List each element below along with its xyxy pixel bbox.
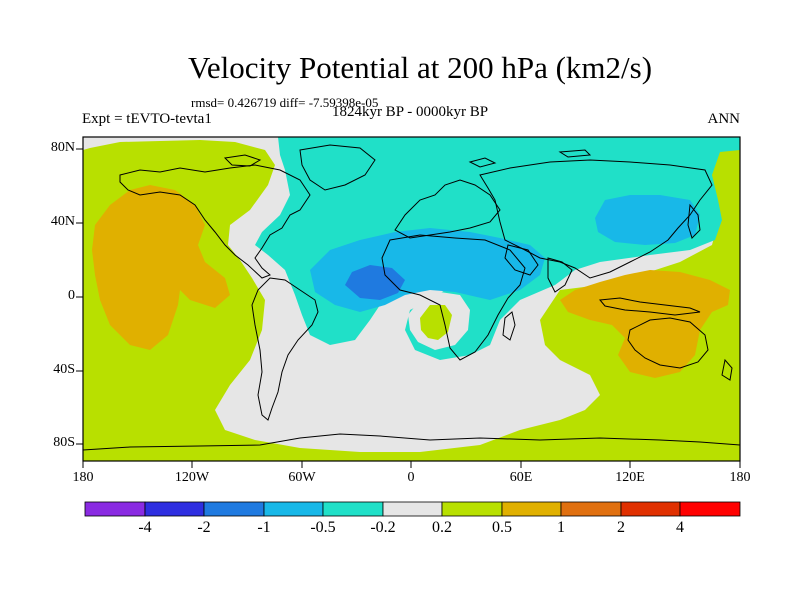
xtick-label-60w: 60W (288, 470, 316, 485)
colorbar-label-10: 4 (676, 519, 684, 536)
field-orange-northpacific (92, 185, 230, 350)
colorbar-box-7 (441, 501, 503, 517)
coast-japan (687, 203, 701, 239)
coast-madagascar (502, 311, 516, 341)
xtick-label-180e: 180 (729, 470, 751, 485)
colorbar-box-9 (560, 501, 622, 517)
colorbar-box-4 (263, 501, 324, 517)
field-green-southafrica (420, 305, 452, 340)
ytick-label-80n: 80N (50, 140, 75, 155)
colorbar (84, 501, 741, 517)
colorbar-label-9: 2 (617, 519, 625, 536)
coast-asia (479, 159, 713, 279)
colorbar-box-5 (322, 501, 384, 517)
coast-arctic-islands (223, 149, 592, 168)
rmsd-diff-stats: rmsd= 0.426719 diff= -7.59398e-05 (191, 95, 379, 110)
colorbar-box-11 (679, 501, 741, 517)
map-title: Velocity Potential at 200 hPa (km2/s) (187, 50, 653, 85)
field-orange-maritime (560, 270, 730, 378)
xtick-label-0: 0 (407, 470, 415, 485)
colorbar-label-4: -0.5 (310, 519, 336, 536)
coast-arabia (504, 244, 539, 276)
colorbar-label-6: 0.2 (432, 519, 452, 536)
period-label: 1824kyr BP - 0000kyr BP (331, 104, 489, 120)
xtick-label-60e: 60E (509, 470, 533, 485)
colorbar-label-1: -4 (138, 519, 152, 536)
contour-field (83, 137, 740, 461)
coast-europe (394, 179, 501, 239)
colorbar-label-2: -2 (197, 519, 211, 536)
coast-antarctica (83, 433, 740, 451)
experiment-label: Expt = tEVTO-tevta1 (82, 111, 212, 127)
ytick-label-40n: 40N (50, 214, 75, 229)
colorbar-label-8: 1 (557, 519, 565, 536)
ytick-label-40s: 40S (53, 362, 75, 377)
colorbar-box-6 (382, 501, 443, 517)
coast-south-america (251, 277, 319, 421)
season-label: ANN (707, 111, 741, 127)
coast-india (547, 257, 573, 293)
coast-australia (627, 317, 709, 369)
axis-ticks (76, 148, 741, 468)
xtick-label-120w: 120W (174, 470, 210, 485)
xtick-label-120e: 120E (615, 470, 645, 485)
colorbar-box-1 (84, 501, 146, 517)
xtick-label-180w: 180 (72, 470, 94, 485)
coastlines (83, 144, 740, 451)
coast-africa (381, 234, 526, 361)
coast-new-zealand (721, 358, 733, 381)
coast-indonesia (599, 297, 701, 316)
coast-north-america (119, 164, 311, 279)
colorbar-label-7: 0.5 (492, 519, 512, 536)
colorbar-box-2 (144, 501, 205, 517)
colorbar-box-3 (203, 501, 265, 517)
coast-greenland (299, 144, 376, 191)
colorbar-label-5: -0.2 (370, 519, 396, 536)
ytick-label-0: 0 (68, 288, 75, 303)
colorbar-box-8 (501, 501, 562, 517)
ytick-label-80s: 80S (53, 435, 75, 450)
field-blue-core (345, 265, 405, 300)
colorbar-box-10 (620, 501, 681, 517)
colorbar-label-3: -1 (257, 519, 271, 536)
field-cyan-northpacific (595, 195, 700, 245)
